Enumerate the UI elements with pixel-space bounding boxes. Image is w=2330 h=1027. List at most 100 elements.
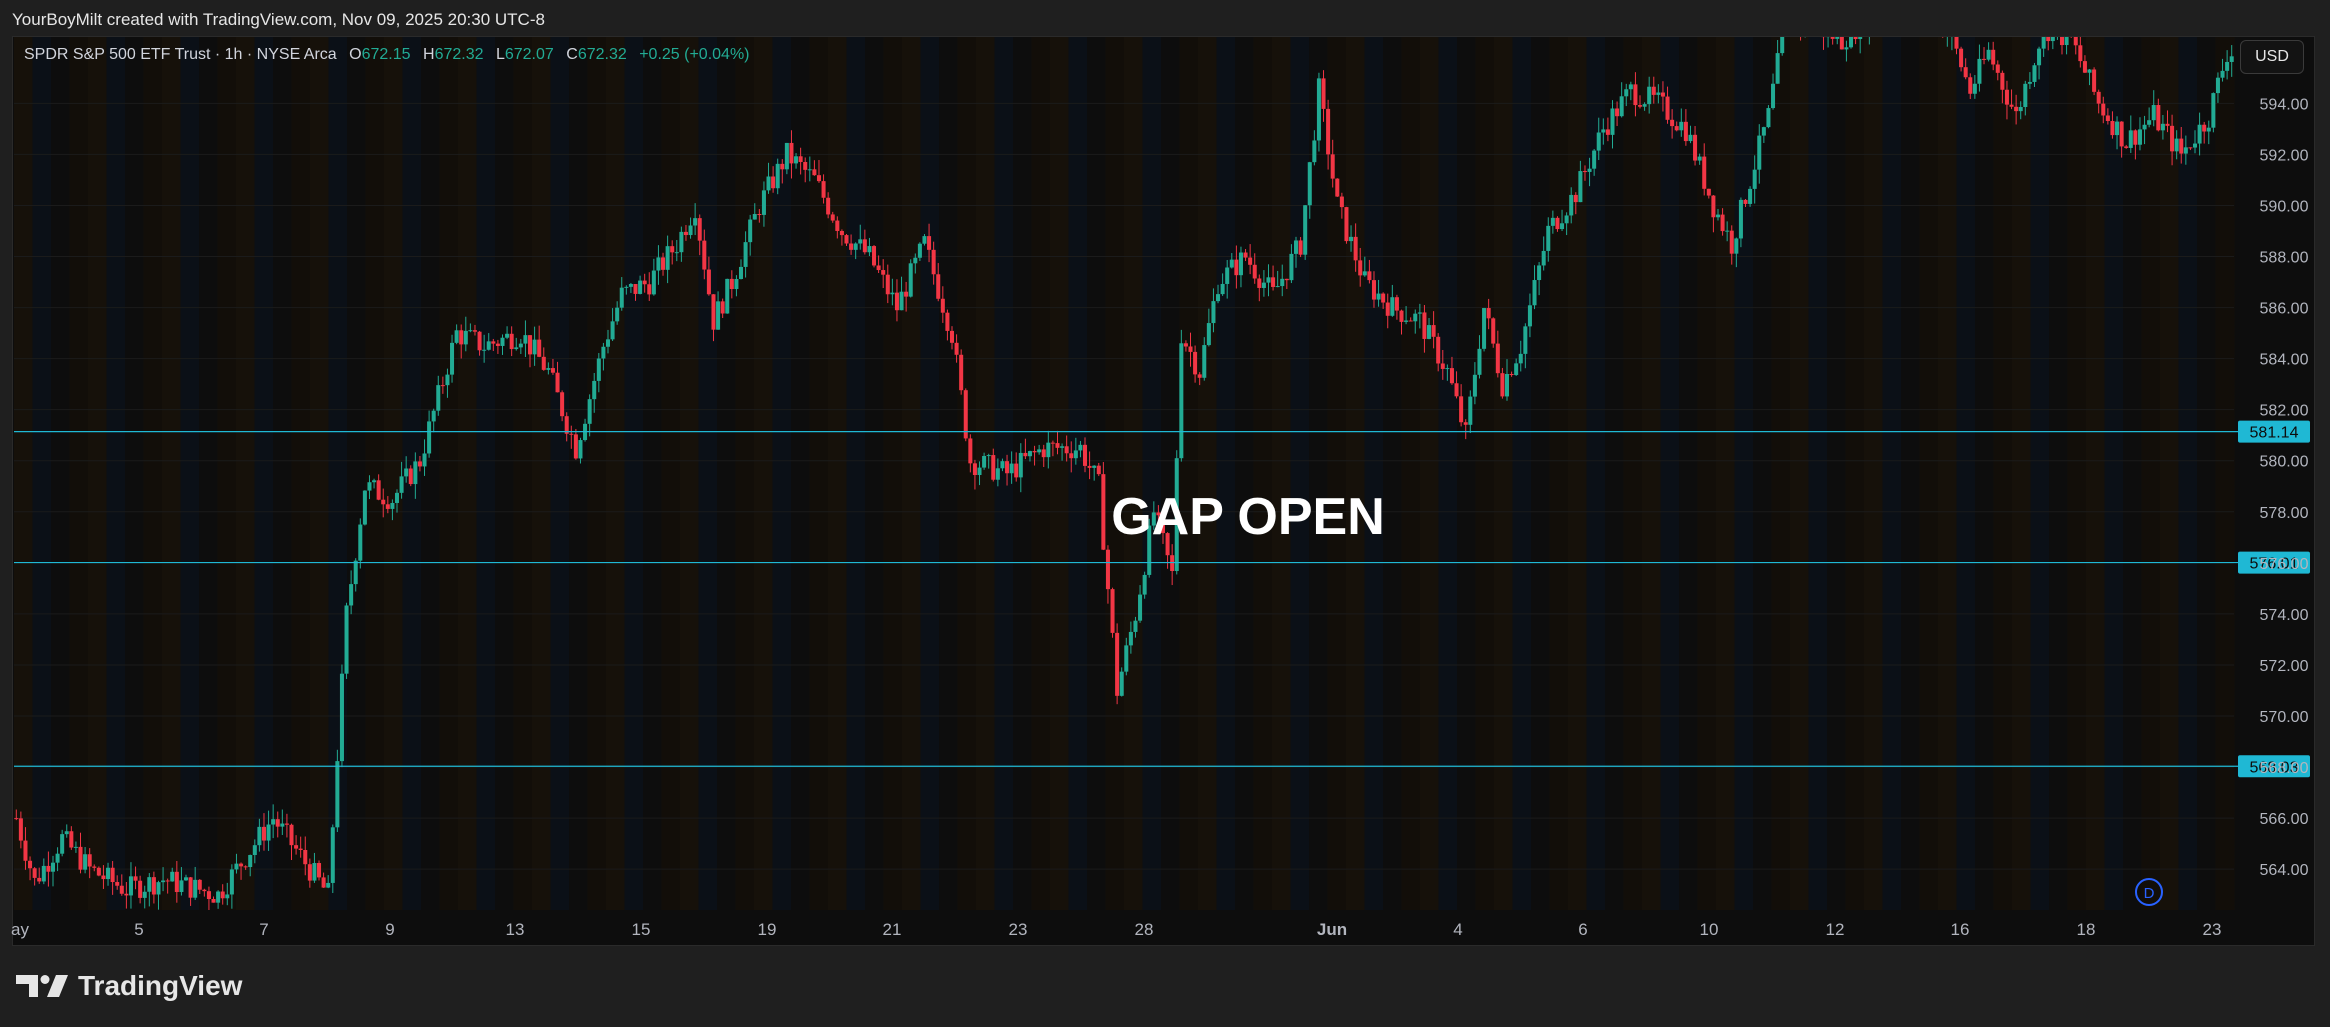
candle-body xyxy=(1220,283,1225,295)
candle-body xyxy=(2119,121,2124,147)
candle-body xyxy=(1637,105,1643,107)
session-stripe xyxy=(199,37,218,910)
candle-body xyxy=(816,175,821,182)
session-stripe xyxy=(143,37,163,910)
candle-body xyxy=(954,342,959,355)
candle-body xyxy=(573,434,578,459)
candle-body xyxy=(2032,65,2037,82)
candle-body xyxy=(555,372,560,393)
candle-body xyxy=(1830,37,1835,39)
session-stripe xyxy=(1716,37,1735,910)
candle-body xyxy=(1216,294,1221,302)
candle-body xyxy=(927,236,932,250)
candle-body xyxy=(605,339,611,347)
candle-body xyxy=(1509,373,1514,376)
level-price-label: 576.01 xyxy=(2250,556,2299,573)
candle-body xyxy=(734,279,739,290)
session-stripe xyxy=(88,37,107,910)
d-circle-icon[interactable] xyxy=(2135,878,2163,906)
session-stripe xyxy=(1087,37,1106,910)
tradingview-brand[interactable]: TradingView xyxy=(14,970,242,1002)
candle-body xyxy=(972,463,977,476)
candle-body xyxy=(1826,37,1831,38)
candle-body xyxy=(1945,35,1949,36)
candle-body xyxy=(2160,123,2165,131)
session-stripe xyxy=(957,37,977,910)
candle-body xyxy=(317,863,322,878)
candle-body xyxy=(1138,594,1143,621)
candle-body xyxy=(2147,120,2152,125)
candle-body xyxy=(179,880,184,893)
session-stripe xyxy=(384,37,403,910)
candle-body xyxy=(165,880,170,882)
x-tick-label: 5 xyxy=(134,920,143,939)
session-stripe xyxy=(1401,37,1421,910)
candle-body xyxy=(2059,37,2065,46)
candle-body xyxy=(1390,297,1395,316)
candle-body xyxy=(450,342,455,375)
candle-body xyxy=(92,866,97,868)
session-stripe xyxy=(1808,37,1828,910)
candle-body xyxy=(1229,259,1234,268)
candle-body xyxy=(1674,126,1679,131)
candle-body xyxy=(1477,348,1482,375)
candle-body xyxy=(2156,105,2161,131)
x-tick-label: 23 xyxy=(1009,920,1028,939)
candle-body xyxy=(2225,61,2230,71)
candle-body xyxy=(1344,207,1349,242)
candle-body xyxy=(174,871,179,893)
candle-body xyxy=(936,274,941,299)
candle-body xyxy=(1532,280,1537,306)
candle-body xyxy=(1596,132,1601,151)
candle-body xyxy=(1963,67,1968,78)
currency-button[interactable]: USD xyxy=(2240,40,2304,74)
candle-body xyxy=(394,492,400,503)
candle-body xyxy=(83,854,88,870)
candle-body xyxy=(50,862,56,872)
session-stripe xyxy=(476,37,496,910)
candle-body xyxy=(1248,257,1253,265)
candle-body xyxy=(505,333,510,338)
candle-body xyxy=(252,845,257,856)
candle-body xyxy=(312,863,317,881)
candle-body xyxy=(170,871,175,882)
candle-body xyxy=(1202,345,1207,378)
candle-body xyxy=(344,605,349,674)
candle-body xyxy=(1748,188,1753,204)
session-stripe xyxy=(1364,37,1384,910)
candle-body xyxy=(1307,162,1312,206)
session-stripe xyxy=(920,37,940,910)
candle-body xyxy=(839,230,844,236)
candle-body xyxy=(959,354,964,391)
candle-body xyxy=(1119,671,1124,696)
y-tick-label: 568.00 xyxy=(2260,760,2309,777)
session-stripe xyxy=(162,37,181,910)
session-stripe xyxy=(1993,37,2013,910)
candle-body xyxy=(2174,138,2179,152)
candle-body xyxy=(1431,325,1436,337)
session-stripe xyxy=(680,37,699,910)
candle-body xyxy=(28,860,33,869)
session-stripe xyxy=(1531,37,1550,910)
session-stripe xyxy=(902,37,921,910)
candle-body xyxy=(436,385,441,411)
session-stripe xyxy=(458,37,477,910)
close-label: C xyxy=(566,46,578,63)
candle-body xyxy=(766,176,771,191)
candle-body xyxy=(46,865,51,872)
candle-body xyxy=(683,231,688,236)
session-stripe xyxy=(735,37,755,910)
session-stripe xyxy=(254,37,274,910)
annotation-text: GAP OPEN xyxy=(1111,488,1385,546)
candle-body xyxy=(1546,225,1551,251)
candle-body xyxy=(1578,171,1583,203)
session-stripe xyxy=(1161,37,1180,910)
y-tick-label: 570.00 xyxy=(2260,709,2309,726)
candle-body xyxy=(1060,446,1065,448)
candle-body xyxy=(1991,49,1996,65)
candle-body xyxy=(239,863,244,867)
candle-body xyxy=(326,882,331,888)
candle-body xyxy=(775,163,780,189)
candle-body xyxy=(206,891,211,900)
